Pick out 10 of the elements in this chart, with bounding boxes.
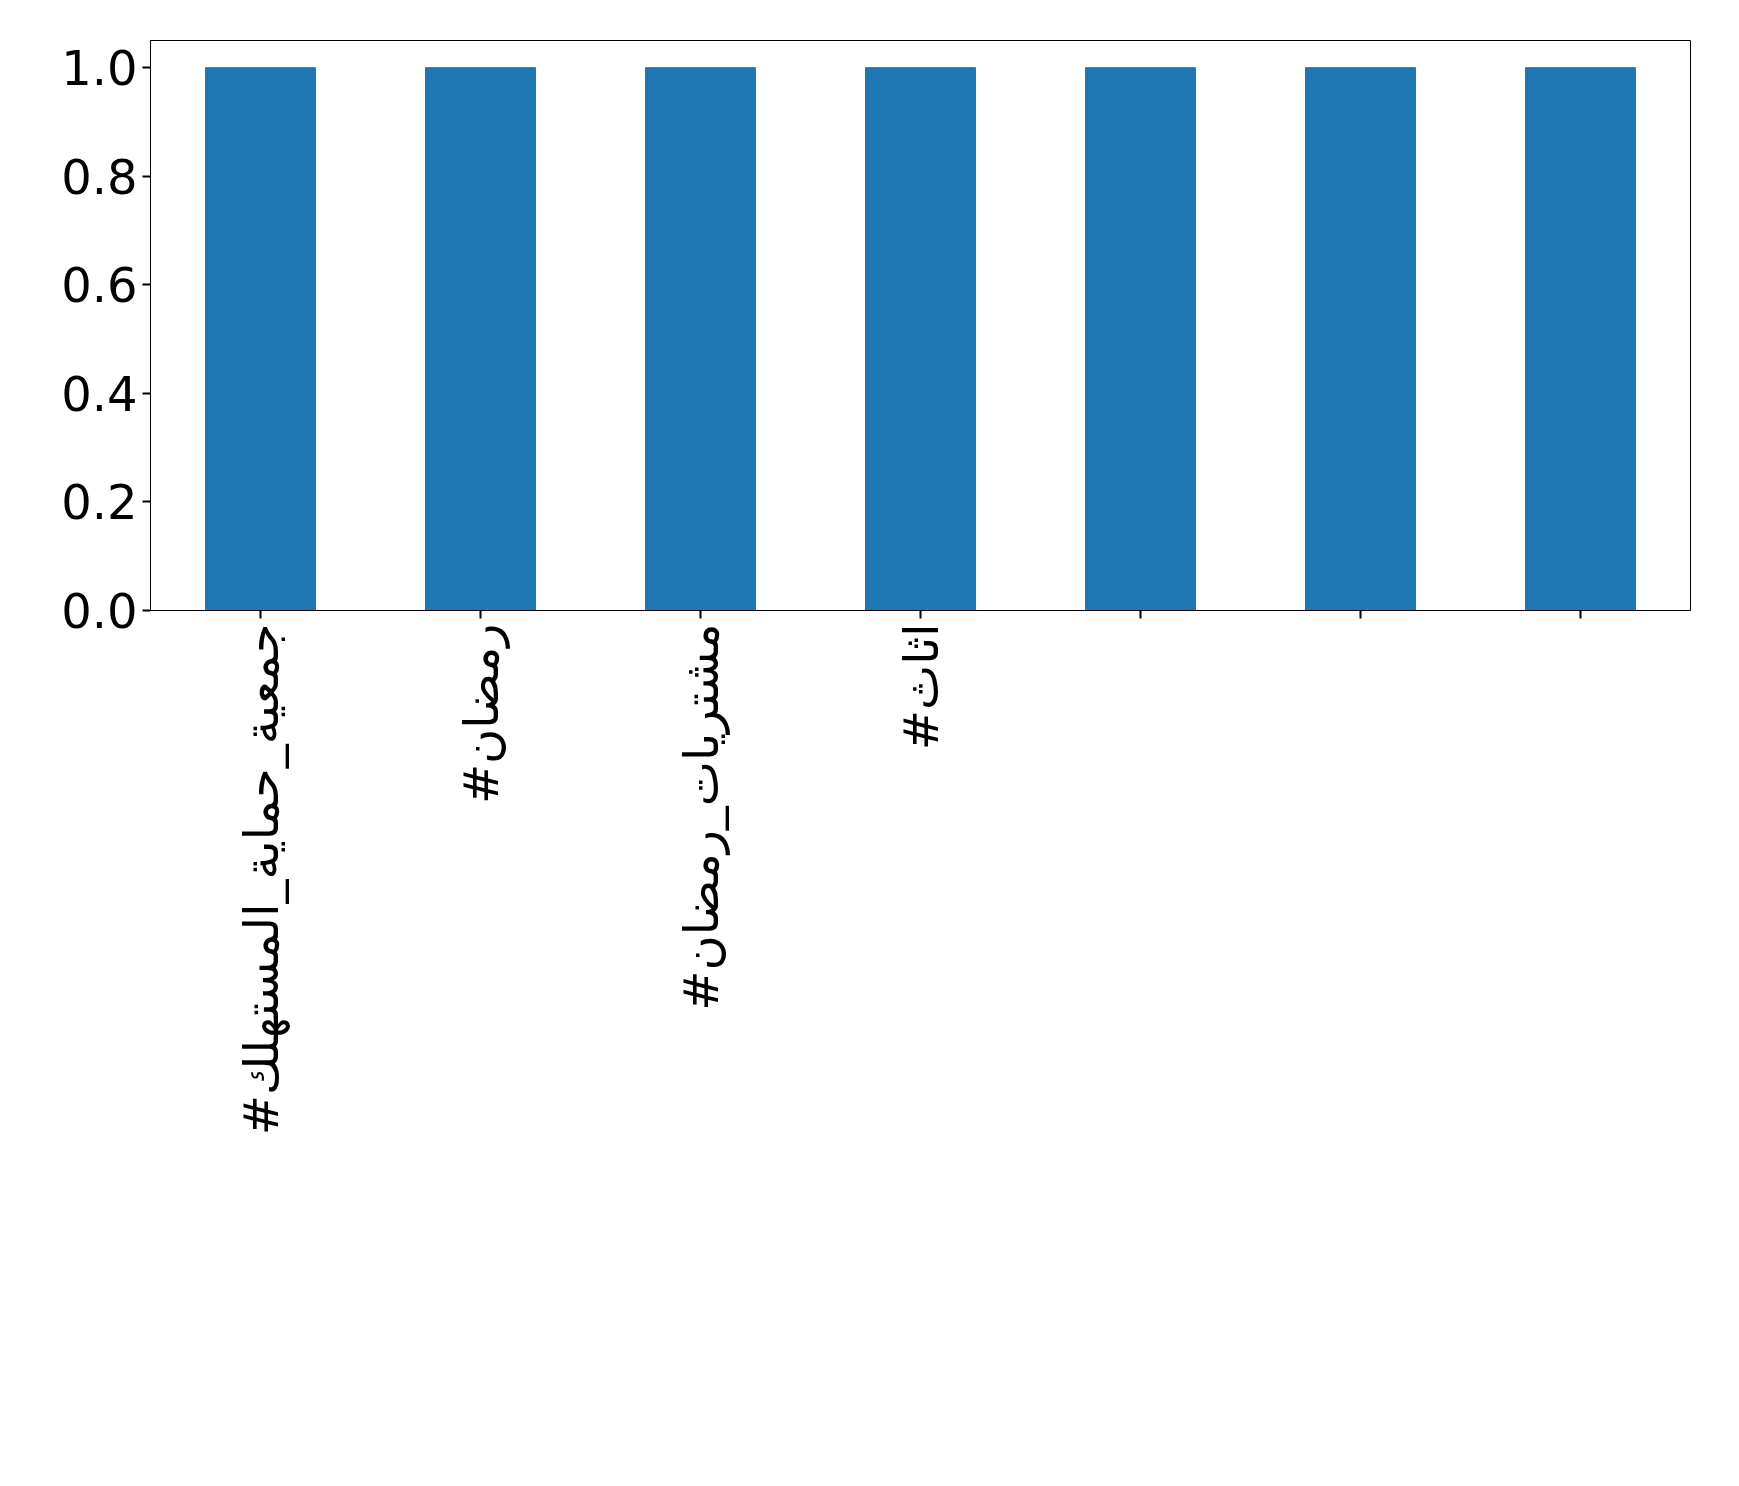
x-tick-label: #رمضان xyxy=(452,623,510,805)
x-tick-label: #اثاث xyxy=(892,623,949,751)
x-tick-label: #جمعية_حماية_المستهلك xyxy=(232,623,290,1136)
x-tick-label: #مشتريات_رمضان xyxy=(672,623,730,1011)
y-tick-label: 0.8 xyxy=(61,148,138,205)
y-tick-label: 0.6 xyxy=(61,257,138,314)
y-tick-label: 0.4 xyxy=(61,365,138,422)
y-tick-label: 1.0 xyxy=(61,40,138,97)
y-tick-label: 0.2 xyxy=(61,474,138,531)
y-tick-label: 0.0 xyxy=(61,583,138,639)
